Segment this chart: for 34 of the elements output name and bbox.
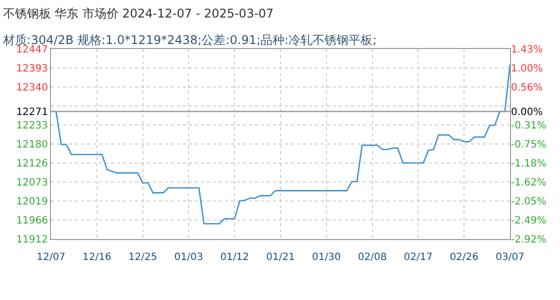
x-tick-label: 12/07 xyxy=(36,252,66,263)
y2-tick-label: -2.92% xyxy=(511,234,546,246)
y2-tick-label: 0.56% xyxy=(511,82,543,94)
y2-tick-label: 0.00% xyxy=(511,106,543,118)
y2-tick-label: -0.31% xyxy=(511,120,546,132)
chart-title: 不锈钢板 华东 市场价 2024-12-07 - 2025-03-07 xyxy=(2,6,274,21)
y2-tick-label: 1.43% xyxy=(511,44,543,56)
y-tick-label: 12180 xyxy=(16,139,48,150)
y2-tick-label: -2.49% xyxy=(511,216,546,227)
x-tick-label: 01/21 xyxy=(266,252,295,263)
x-tick-label: 12/16 xyxy=(82,252,112,263)
x-tick-label: 03/07 xyxy=(496,252,524,263)
y-tick-label: 12447 xyxy=(16,44,48,56)
y-tick-label: 12271 xyxy=(16,107,48,118)
y-tick-label: 12019 xyxy=(16,196,48,208)
y-tick-label: 12073 xyxy=(16,177,48,188)
y2-tick-label: -2.05% xyxy=(511,196,546,208)
y-tick-label: 12393 xyxy=(16,64,48,75)
x-tick-label: 02/17 xyxy=(404,252,433,263)
y-tick-label: 12340 xyxy=(16,82,48,94)
x-tick-label: 02/08 xyxy=(358,252,387,263)
x-tick-label: 01/03 xyxy=(174,252,204,263)
y2-tick-label: 1.00% xyxy=(511,63,543,74)
x-tick-label: 01/30 xyxy=(312,252,341,263)
y-tick-label: 12233 xyxy=(16,120,48,132)
y-tick-label: 12126 xyxy=(16,158,48,170)
y2-tick-label: -1.62% xyxy=(511,178,546,189)
y-tick-label: 11912 xyxy=(16,234,48,246)
y-tick-label: 11966 xyxy=(16,215,48,226)
x-tick-label: 02/26 xyxy=(450,252,479,263)
y2-tick-label: -1.18% xyxy=(511,158,546,170)
x-tick-label: 12/25 xyxy=(128,252,158,263)
y2-tick-label: -0.75% xyxy=(511,140,546,151)
x-tick-label: 01/12 xyxy=(220,252,250,263)
